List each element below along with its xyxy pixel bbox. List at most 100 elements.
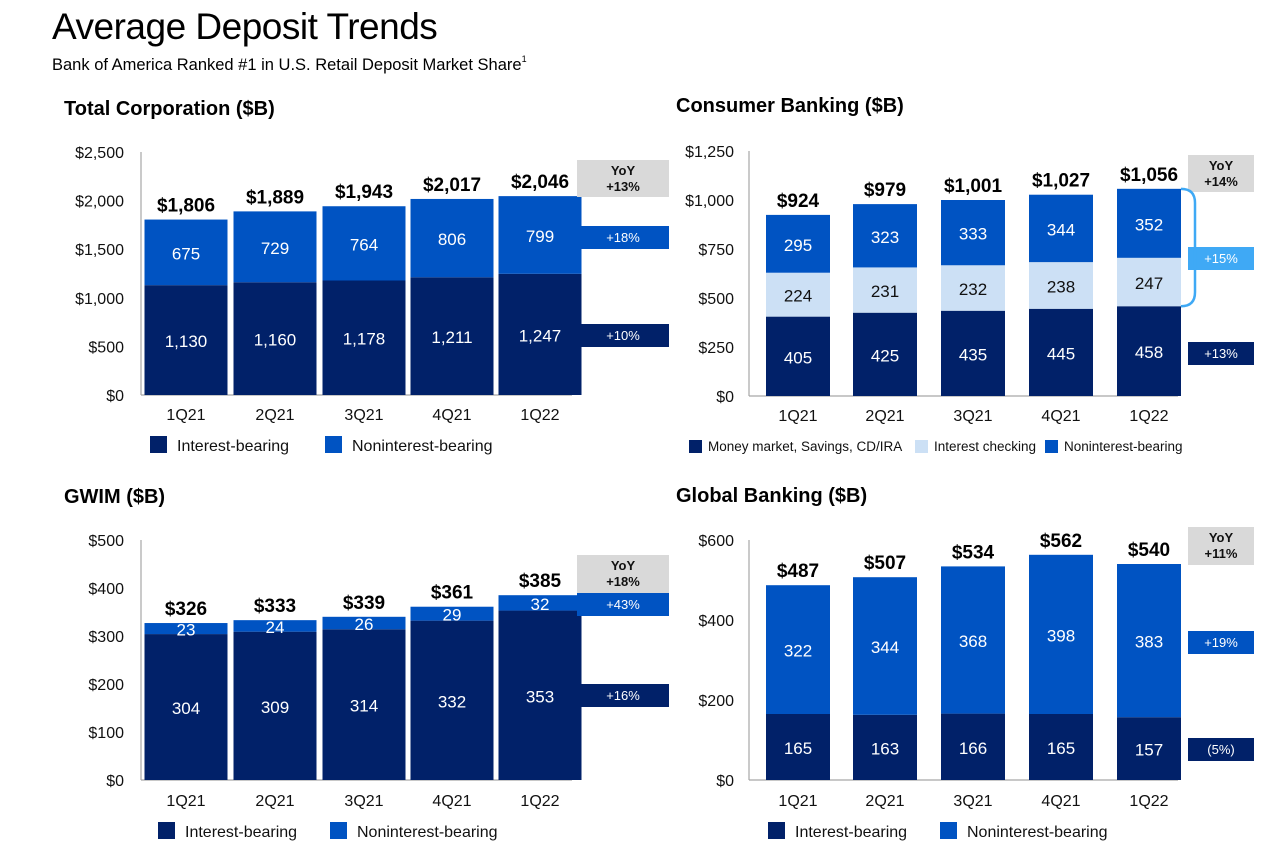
- x-tick-label: 1Q21: [166, 407, 205, 424]
- x-tick-label: 4Q21: [1041, 793, 1080, 810]
- bar-total-label: $534: [952, 542, 995, 563]
- yoy-series-change-badge: [1188, 738, 1254, 761]
- segment-value-label: 314: [350, 697, 378, 716]
- yoy-series-change-badge: [1188, 342, 1254, 365]
- yoy-series-change-value: +18%: [606, 230, 640, 245]
- y-tick-label: $500: [88, 339, 124, 356]
- bar-segment-noninterest-bearing: [1029, 194, 1093, 263]
- x-tick-label: 1Q21: [778, 408, 817, 425]
- bar-segment-interest-bearing: [322, 280, 406, 395]
- yoy-series-change-badge: [577, 226, 669, 249]
- bar-total-label: $1,943: [335, 182, 393, 203]
- bar-segment-noninterest-bearing: [144, 219, 228, 286]
- bar-total-label: $385: [519, 571, 562, 592]
- segment-value-label: 247: [1135, 274, 1163, 293]
- y-tick-label: $500: [88, 533, 124, 550]
- segment-value-label: 1,211: [431, 328, 472, 347]
- segment-value-label: 165: [784, 739, 812, 758]
- bar-segment-noninterest-bearing: [853, 577, 917, 715]
- bar-segment-money-market-savings-cd-ira: [1117, 306, 1181, 396]
- legend-label: Interest-bearing: [185, 824, 297, 841]
- bar-total-label: $2,046: [511, 172, 569, 193]
- bar-segment-interest-checking: [766, 272, 830, 317]
- bar-segment-money-market-savings-cd-ira: [941, 310, 1005, 396]
- yoy-series-change-badge: [1188, 631, 1254, 654]
- y-tick-label: $2,000: [75, 194, 124, 211]
- yoy-total-change: +18%: [606, 574, 640, 589]
- segment-value-label: 806: [438, 230, 466, 249]
- y-tick-label: $200: [698, 693, 734, 710]
- x-tick-label: 2Q21: [865, 793, 904, 810]
- bar-segment-money-market-savings-cd-ira: [766, 316, 830, 396]
- legend-label: Money market, Savings, CD/IRA: [708, 439, 902, 454]
- yoy-label: YoY: [611, 163, 636, 178]
- x-tick-label: 2Q21: [865, 408, 904, 425]
- y-tick-label: $2,500: [75, 145, 124, 162]
- segment-value-label: 764: [350, 235, 378, 254]
- legend-label: Noninterest-bearing: [357, 824, 498, 841]
- subtitle-text: Bank of America Ranked #1 in U.S. Retail…: [52, 56, 522, 74]
- yoy-series-change-value: +10%: [606, 328, 640, 343]
- segment-value-label: 675: [172, 244, 200, 263]
- segment-value-label: 232: [959, 280, 987, 299]
- bar-total-label: $1,889: [246, 187, 304, 208]
- bar-segment-noninterest-bearing: [941, 566, 1005, 714]
- bar-segment-noninterest-bearing: [766, 585, 830, 714]
- legend-swatch: [150, 436, 167, 453]
- y-tick-label: $1,250: [685, 144, 734, 161]
- yoy-box: [577, 160, 669, 197]
- bar-total-label: $1,027: [1032, 171, 1090, 192]
- yoy-series-change-value: +13%: [1204, 346, 1238, 361]
- segment-value-label: 405: [784, 348, 812, 367]
- segment-value-label: 344: [1047, 220, 1075, 239]
- footnote-marker: 1: [521, 54, 527, 64]
- legend-swatch: [330, 822, 347, 839]
- chart-title-global-banking: Global Banking ($B): [676, 485, 868, 507]
- segment-value-label: 23: [177, 621, 196, 640]
- bar-segment-noninterest-bearing: [766, 214, 830, 273]
- bar-segment-interest-bearing: [144, 634, 228, 780]
- segment-value-label: 29: [443, 606, 462, 625]
- segment-value-label: 435: [959, 345, 987, 364]
- bar-total-label: $1,056: [1120, 165, 1178, 186]
- bar-segment-interest-bearing: [233, 282, 317, 395]
- x-tick-label: 3Q21: [953, 408, 992, 425]
- bar-total-label: $487: [777, 561, 819, 582]
- segment-value-label: 323: [871, 228, 899, 247]
- legend-label: Interest checking: [934, 439, 1036, 454]
- bar-segment-noninterest-bearing: [322, 616, 406, 630]
- x-tick-label: 4Q21: [432, 793, 471, 810]
- x-tick-label: 1Q22: [520, 407, 559, 424]
- y-tick-label: $1,000: [75, 291, 124, 308]
- bar-segment-interest-checking: [853, 267, 917, 313]
- yoy-total-change: +13%: [606, 179, 640, 194]
- bar-segment-money-market-savings-cd-ira: [1029, 308, 1093, 396]
- bar-total-label: $361: [431, 583, 474, 604]
- yoy-total-change: +14%: [1204, 174, 1238, 189]
- bar-segment-interest-bearing: [1029, 714, 1093, 780]
- yoy-series-change-badge: [577, 684, 669, 707]
- legend-swatch: [1045, 440, 1058, 453]
- bar-total-label: $339: [343, 593, 385, 614]
- bar-total-label: $540: [1128, 540, 1170, 561]
- legend-swatch: [768, 822, 785, 839]
- bar-segment-money-market-savings-cd-ira: [853, 312, 917, 396]
- segment-value-label: 157: [1135, 741, 1163, 760]
- legend-label: Noninterest-bearing: [1064, 439, 1183, 454]
- legend-swatch: [689, 440, 702, 453]
- bar-segment-interest-checking: [1117, 257, 1181, 307]
- y-tick-label: $1,000: [685, 193, 734, 210]
- legend-swatch: [940, 822, 957, 839]
- segment-value-label: 445: [1047, 344, 1075, 363]
- segment-value-label: 458: [1135, 343, 1163, 362]
- bar-total-label: $333: [254, 596, 296, 617]
- bar-segment-noninterest-bearing: [233, 620, 317, 632]
- segment-value-label: 383: [1135, 633, 1163, 652]
- x-tick-label: 1Q22: [520, 793, 559, 810]
- bar-segment-interest-bearing: [410, 277, 494, 395]
- yoy-box: [577, 555, 669, 593]
- yoy-series-change-value: +16%: [606, 688, 640, 703]
- segment-value-label: 344: [871, 638, 899, 657]
- bar-segment-interest-bearing: [498, 610, 582, 780]
